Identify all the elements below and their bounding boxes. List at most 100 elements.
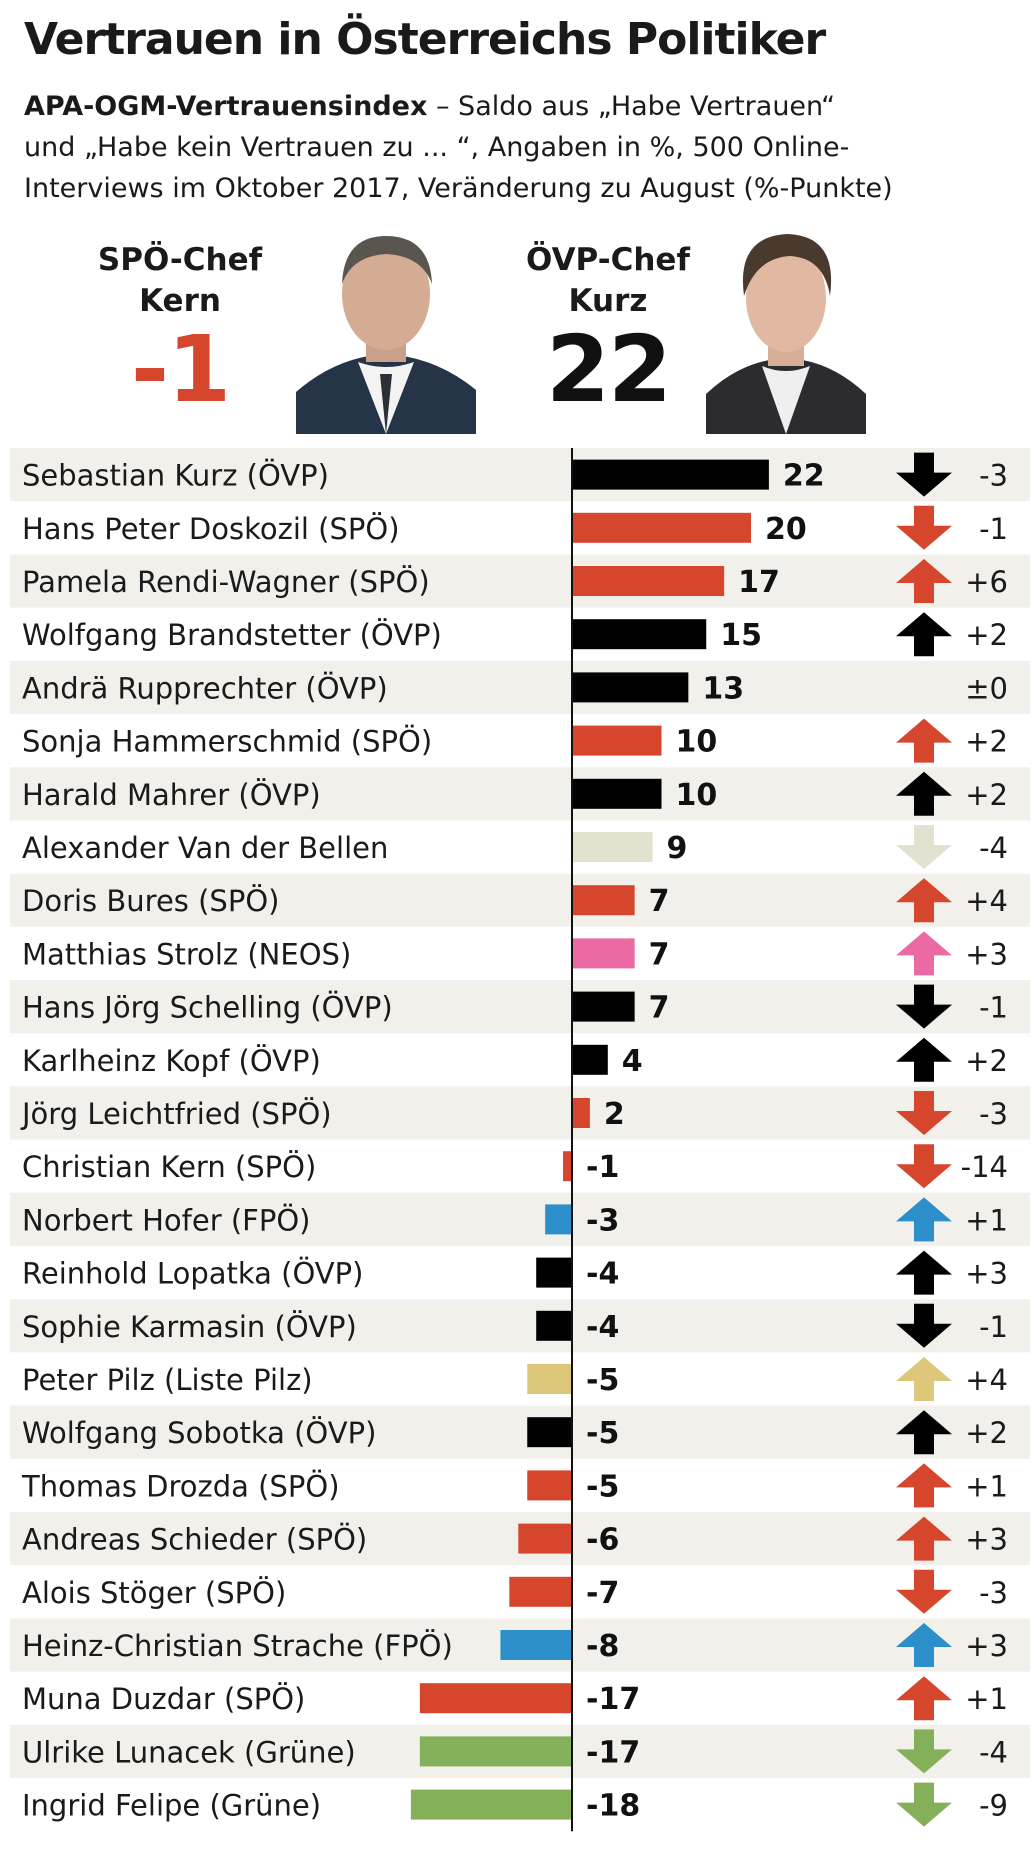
bar — [419, 1683, 572, 1714]
change-label: +6 — [965, 565, 1008, 599]
bar — [572, 725, 662, 756]
bar — [545, 1204, 572, 1235]
row-stripe — [10, 660, 1030, 714]
change-arrow-down-icon — [896, 1144, 952, 1189]
row-stripe — [10, 1299, 1030, 1353]
value-label: -17 — [586, 1735, 640, 1770]
category-label: Heinz-Christian Strache (FPÖ) — [22, 1629, 453, 1663]
change-label: -4 — [979, 1735, 1008, 1769]
category-label: Wolfgang Brandstetter (ÖVP) — [22, 618, 442, 652]
bar — [572, 512, 751, 543]
bar — [563, 1151, 572, 1182]
value-label: 13 — [702, 671, 744, 706]
category-label: Jörg Leichtfried (SPÖ) — [20, 1097, 332, 1131]
category-label: Sonja Hammerschmid (SPÖ) — [22, 725, 432, 759]
category-label: Sebastian Kurz (ÖVP) — [22, 459, 329, 493]
category-label: Andrä Rupprechter (ÖVP) — [22, 671, 388, 705]
value-label: 7 — [649, 991, 670, 1026]
change-arrow-up-icon — [896, 1463, 952, 1508]
change-arrow-up-icon — [896, 1516, 952, 1561]
change-arrow-down-icon — [896, 452, 952, 497]
change-arrow-up-icon — [896, 878, 952, 923]
value-label: 2 — [604, 1097, 625, 1132]
bar — [518, 1523, 572, 1554]
change-arrow-down-icon — [896, 1782, 952, 1827]
change-label: +1 — [965, 1682, 1008, 1716]
bar — [419, 1736, 572, 1767]
category-label: Reinhold Lopatka (ÖVP) — [22, 1257, 363, 1291]
row-stripe — [10, 1405, 1030, 1459]
change-arrow-up-icon — [896, 718, 952, 763]
change-arrow-up-icon — [896, 1357, 952, 1401]
change-label: +3 — [965, 1257, 1008, 1291]
change-arrow-down-icon — [896, 984, 952, 1029]
bar — [536, 1310, 572, 1341]
value-label: 10 — [676, 778, 718, 813]
row-stripe — [10, 767, 1030, 821]
bar — [527, 1470, 572, 1501]
value-label: 7 — [649, 937, 670, 972]
change-arrow-down-icon — [896, 1729, 952, 1774]
bar — [527, 1417, 572, 1448]
change-arrow-up-icon — [896, 1410, 952, 1455]
bar — [572, 1098, 590, 1128]
change-label: -3 — [979, 459, 1008, 493]
highlight-kurz-value: 22 — [545, 316, 672, 423]
highlight-kern-label-1: SPÖ-Chef — [97, 242, 263, 278]
bar — [572, 991, 635, 1022]
value-label: -5 — [586, 1416, 619, 1451]
category-label: Hans Jörg Schelling (ÖVP) — [22, 991, 393, 1025]
bar — [572, 566, 725, 596]
value-label: 22 — [783, 459, 825, 494]
value-label: -5 — [586, 1469, 619, 1504]
bar — [536, 1257, 572, 1288]
category-label: Alois Stöger (SPÖ) — [22, 1576, 286, 1610]
row-stripe — [10, 554, 1030, 608]
category-label: Ingrid Felipe (Grüne) — [22, 1789, 321, 1823]
bar — [572, 1044, 608, 1075]
chart-title: Vertrauen in Österreichs Politiker — [24, 14, 826, 65]
bar — [500, 1630, 572, 1660]
change-label: +3 — [965, 1523, 1008, 1557]
bar — [572, 832, 653, 862]
highlight-kern-label-2: Kern — [139, 283, 221, 319]
change-label: +2 — [965, 1044, 1008, 1078]
value-label: -3 — [586, 1203, 619, 1238]
value-label: -7 — [586, 1576, 619, 1611]
row-stripe — [10, 448, 1030, 502]
change-label: -1 — [979, 991, 1008, 1025]
category-label: Wolfgang Sobotka (ÖVP) — [22, 1416, 376, 1450]
row-stripe — [10, 1086, 1030, 1140]
change-arrow-up-icon — [896, 1037, 952, 1082]
category-label: Karlheinz Kopf (ÖVP) — [22, 1044, 321, 1078]
change-arrow-up-icon — [896, 1623, 952, 1667]
highlight-kurz-label-1: ÖVP-Chef — [526, 242, 690, 278]
highlight-kurz-label-2: Kurz — [568, 283, 648, 319]
subtitle-line3: Interviews im Oktober 2017, Veränderung … — [24, 173, 893, 204]
value-label: 20 — [765, 512, 807, 547]
change-arrow-up-icon — [896, 1676, 952, 1721]
row-stripe — [10, 873, 1030, 927]
bar — [410, 1789, 572, 1820]
value-label: -4 — [586, 1257, 619, 1292]
change-label: -1 — [979, 1310, 1008, 1344]
value-label: -6 — [586, 1523, 619, 1558]
category-label: Matthias Strolz (NEOS) — [22, 937, 351, 971]
category-label: Muna Duzdar (SPÖ) — [22, 1682, 305, 1716]
change-label: -14 — [961, 1150, 1008, 1184]
value-label: 9 — [667, 831, 688, 866]
change-arrow-up-icon — [896, 559, 952, 603]
value-label: -1 — [586, 1150, 619, 1185]
change-label: +3 — [965, 1629, 1008, 1663]
change-arrow-down-icon — [896, 1569, 952, 1614]
change-label: -9 — [979, 1789, 1008, 1823]
change-label: +2 — [965, 778, 1008, 812]
bar — [572, 459, 769, 490]
value-label: 10 — [676, 725, 718, 760]
change-label: -4 — [979, 831, 1008, 865]
highlight-kurz: ÖVP-Chef Kurz 22 — [508, 240, 708, 418]
portrait-kurz-image — [706, 222, 866, 434]
category-label: Peter Pilz (Liste Pilz) — [22, 1363, 313, 1397]
portrait-kern-image — [296, 222, 476, 434]
change-label: +2 — [965, 1416, 1008, 1450]
